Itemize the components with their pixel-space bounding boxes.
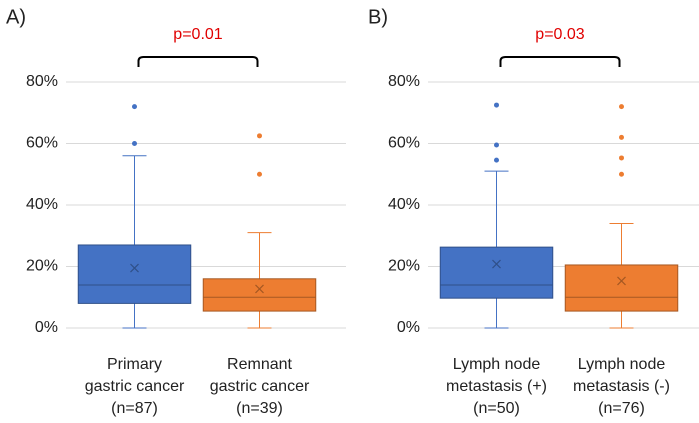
significance-bracket	[137, 56, 259, 67]
mean-marker	[130, 263, 139, 273]
y-tick-label: 40%	[388, 196, 420, 213]
outlier	[132, 141, 137, 146]
annotation: p=0.01	[173, 26, 222, 43]
outlier	[494, 102, 499, 108]
mean-marker	[255, 284, 264, 294]
outlier	[619, 104, 624, 110]
box	[439, 246, 554, 299]
outlier	[132, 104, 137, 110]
box	[202, 278, 317, 312]
y-tick-label: 0%	[35, 319, 58, 336]
y-tick-label: 20%	[388, 258, 420, 275]
outlier	[494, 157, 499, 163]
y-tick-label: 80%	[26, 73, 58, 90]
x-tick-label: (n=76)	[598, 400, 645, 417]
x-tick-label: (n=39)	[236, 400, 283, 417]
box	[564, 264, 679, 312]
x-tick-label: Lymph node	[453, 356, 541, 373]
significance-bracket	[499, 56, 621, 67]
outlier	[494, 142, 499, 148]
y-tick-label: 0%	[397, 319, 420, 336]
x-tick-label: (n=50)	[473, 400, 520, 417]
y-tick-label: 40%	[26, 196, 58, 213]
outlier	[619, 171, 624, 177]
outlier	[257, 133, 262, 139]
x-tick-label: Lymph node	[578, 356, 666, 373]
panel-label: B)	[368, 6, 388, 28]
y-tick-label: 60%	[26, 135, 58, 152]
x-tick-label: (n=87)	[111, 400, 158, 417]
y-tick-label: 80%	[388, 73, 420, 90]
x-tick-label: metastasis (-)	[573, 378, 670, 395]
y-tick-label: 20%	[26, 258, 58, 275]
outlier	[619, 155, 624, 161]
x-tick-label: metastasis (+)	[446, 378, 547, 395]
x-tick-label: Primary	[107, 356, 162, 373]
x-tick-label: gastric cancer	[210, 378, 310, 395]
y-tick-label: 60%	[388, 135, 420, 152]
mean-marker	[492, 259, 501, 269]
box	[77, 244, 192, 304]
x-tick-label: Remnant	[227, 356, 292, 373]
mean-marker	[617, 276, 626, 286]
outlier	[257, 171, 262, 177]
outlier	[619, 134, 624, 140]
annotation: p=0.03	[535, 26, 584, 43]
panel-label: A)	[6, 6, 26, 28]
x-tick-label: gastric cancer	[85, 378, 185, 395]
